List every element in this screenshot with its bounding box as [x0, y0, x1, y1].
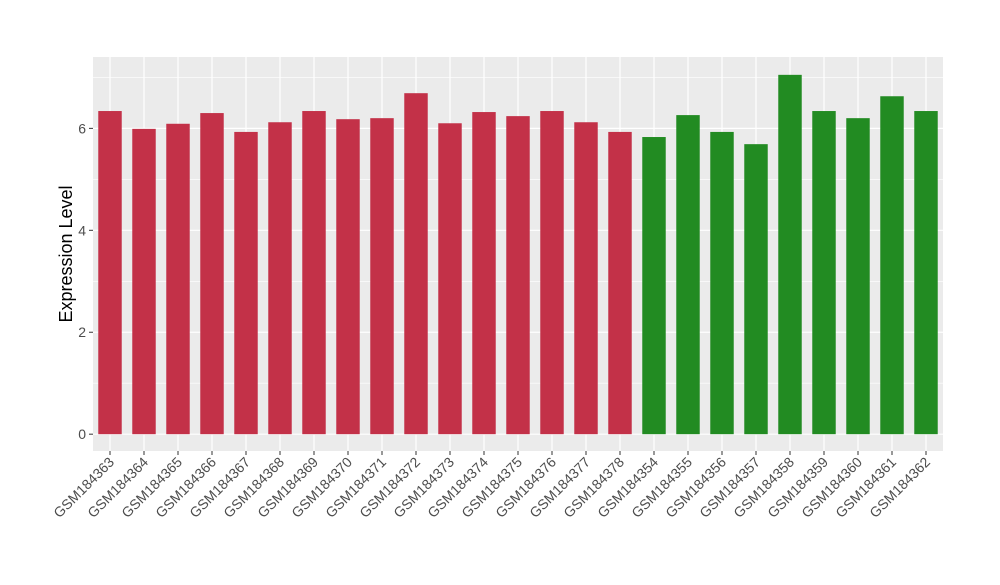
bar-GSM184369	[302, 111, 326, 435]
y-axis-label: Expression Level	[56, 185, 76, 322]
y-tick-label: 6	[78, 120, 86, 136]
bar-GSM184354	[642, 137, 666, 435]
y-tick-label: 0	[78, 426, 86, 442]
bar-GSM184355	[676, 115, 700, 435]
bar-GSM184357	[744, 144, 768, 435]
y-tick-label: 4	[78, 222, 86, 238]
bar-GSM184365	[166, 123, 190, 435]
bar-GSM184361	[880, 96, 904, 435]
bar-GSM184368	[268, 122, 292, 435]
bar-GSM184372	[404, 93, 428, 435]
bar-GSM184359	[812, 111, 836, 435]
bar-GSM184363	[98, 111, 122, 435]
bar-GSM184370	[336, 119, 360, 435]
bar-GSM184376	[540, 111, 564, 435]
bar-GSM184362	[914, 111, 938, 435]
y-tick-label: 2	[78, 324, 86, 340]
bar-GSM184373	[438, 123, 462, 435]
bar-GSM184367	[234, 131, 258, 435]
bar-GSM184371	[370, 118, 394, 435]
bar-GSM184366	[200, 113, 224, 435]
bar-GSM184360	[846, 118, 870, 435]
bar-GSM184356	[710, 131, 734, 435]
bar-GSM184377	[574, 122, 598, 435]
bar-GSM184364	[132, 128, 156, 435]
bar-GSM184378	[608, 131, 632, 435]
bar-GSM184375	[506, 116, 530, 435]
bar-GSM184374	[472, 112, 496, 435]
bar-GSM184358	[778, 74, 802, 435]
